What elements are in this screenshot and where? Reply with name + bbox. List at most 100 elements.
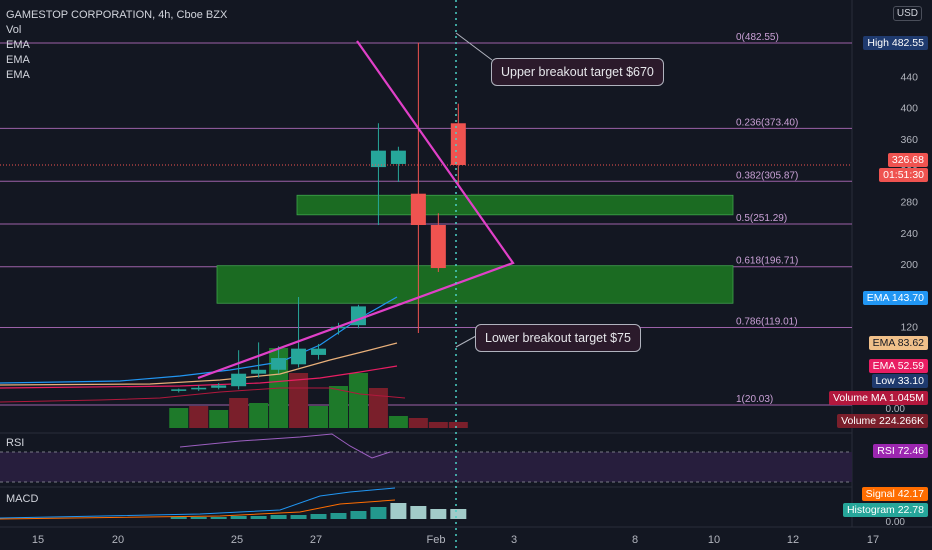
candle-body — [251, 369, 267, 374]
macd-histogram-bar — [250, 516, 267, 519]
volume-bar — [249, 403, 269, 428]
histogram-tag: Histogram 22.78 — [842, 503, 928, 517]
volume-bar — [368, 388, 388, 428]
y-tick-label: 240 — [900, 228, 918, 240]
volume-bar — [189, 406, 209, 428]
signal-tag: Signal 42.17 — [861, 487, 928, 501]
indicator-vol[interactable]: Vol — [6, 24, 22, 36]
macd-line — [0, 487, 396, 519]
candle-body — [410, 193, 426, 225]
x-tick-label: 8 — [632, 534, 638, 546]
fib-level-label: 0(482.55) — [736, 32, 779, 43]
volume-bar — [448, 422, 468, 428]
volume-bar — [169, 408, 189, 428]
macd-histogram-bar — [430, 509, 447, 519]
y-tick-label: 440 — [900, 71, 918, 83]
symbol-title: GAMESTOP CORPORATION, 4h, Cboe BZX — [6, 9, 228, 21]
fib-level-label: 0.382(305.87) — [736, 170, 798, 181]
rsi-line — [179, 433, 391, 459]
fib-level-label: 0.618(196.71) — [736, 256, 798, 267]
candle-body — [171, 389, 187, 391]
macd-histogram-bar — [310, 514, 327, 519]
x-tick-label: 12 — [787, 534, 799, 546]
rsi-band — [0, 452, 852, 482]
macd-histogram-bar — [450, 509, 467, 519]
currency-button[interactable]: USD — [892, 6, 922, 21]
fib-level-label: 0.236(373.40) — [736, 117, 798, 128]
candle-body — [211, 385, 227, 388]
x-tick-label: Feb — [427, 534, 446, 546]
rsi-value-tag: RSI 72.46 — [873, 444, 928, 458]
candle-body — [291, 348, 307, 365]
x-tick-label: 15 — [32, 534, 44, 546]
last-price-tag: 326.68 — [887, 153, 928, 167]
triangle-pattern — [197, 40, 515, 380]
macd-histogram-bar — [410, 506, 427, 519]
x-tick-label: 17 — [867, 534, 879, 546]
macd-histogram-bar — [330, 513, 347, 519]
candle-body — [191, 387, 207, 390]
ema-line-2 — [0, 342, 398, 386]
volume-ma-tag: Volume MA 1.045M — [828, 391, 928, 405]
macd-signal-line — [0, 499, 396, 520]
macd-histogram-bar — [230, 516, 247, 519]
macd-pane-label: MACD — [6, 493, 39, 505]
fib-level-label: 1(20.03) — [736, 394, 773, 405]
high-price-tag: High 482.55 — [863, 36, 928, 50]
upper-target-callout[interactable]: Upper breakout target $670 — [491, 58, 664, 86]
volume-tag: Volume 224.266K — [837, 414, 928, 428]
countdown-tag: 01:51:30 — [879, 168, 928, 182]
volume-bar — [209, 410, 229, 428]
macd-histogram-bar — [210, 517, 227, 519]
x-tick-label: 3 — [511, 534, 517, 546]
volume-bar — [348, 373, 368, 428]
y-tick-label: 280 — [900, 197, 918, 209]
candle-body — [370, 150, 386, 168]
ema-1-tag: EMA 143.70 — [862, 291, 928, 305]
volume-bar — [289, 373, 309, 428]
fib-level-label: 0.786(119.01) — [736, 317, 798, 328]
volume-bar — [328, 386, 348, 428]
candle-body — [231, 373, 247, 387]
macd-histogram-bar — [290, 515, 307, 519]
candle-body — [311, 348, 327, 355]
x-tick-label: 25 — [231, 534, 243, 546]
macd-histogram-bar — [170, 517, 187, 519]
lower-callout-pointer — [455, 335, 477, 348]
volume-bar — [428, 422, 448, 428]
macd-histogram-bar — [190, 517, 207, 519]
macd-histogram-bar — [270, 515, 287, 519]
low-price-tag: Low 33.10 — [871, 374, 928, 388]
macd-histogram-bar — [350, 511, 367, 519]
macd-histogram-bar — [390, 503, 407, 519]
fib-level-label: 0.5(251.29) — [736, 213, 787, 224]
y-tick-label: 200 — [900, 259, 918, 271]
indicator-ema-1[interactable]: EMA — [6, 39, 30, 51]
macd-axis-label: 0.00 — [886, 517, 906, 528]
macd-histogram-bar — [370, 507, 387, 519]
ema-line-1 — [0, 296, 398, 384]
candle-body — [450, 123, 466, 165]
volume-bar — [229, 398, 249, 428]
indicator-ema-2[interactable]: EMA — [6, 54, 30, 66]
volume-ma-line — [0, 387, 406, 403]
lower-target-callout[interactable]: Lower breakout target $75 — [475, 324, 641, 352]
candle-body — [271, 358, 287, 370]
volume-bar — [309, 406, 329, 428]
y-tick-label: 360 — [900, 134, 918, 146]
volume-bar — [388, 416, 408, 428]
resistance-zone — [296, 194, 734, 216]
upper-callout-pointer — [455, 32, 493, 61]
ema-3-tag: EMA 52.59 — [868, 359, 928, 373]
indicator-ema-3[interactable]: EMA — [6, 69, 30, 81]
candle-body — [390, 150, 406, 164]
y-tick-label: 400 — [900, 103, 918, 115]
support-zone — [216, 265, 734, 304]
volume-bar — [408, 418, 428, 428]
ema-2-tag: EMA 83.62 — [868, 336, 928, 350]
x-tick-label: 20 — [112, 534, 124, 546]
candle-body — [430, 224, 446, 269]
ema-line-3 — [0, 365, 398, 389]
chart-legend: GAMESTOP CORPORATION, 4h, Cboe BZX Vol E… — [6, 8, 227, 83]
